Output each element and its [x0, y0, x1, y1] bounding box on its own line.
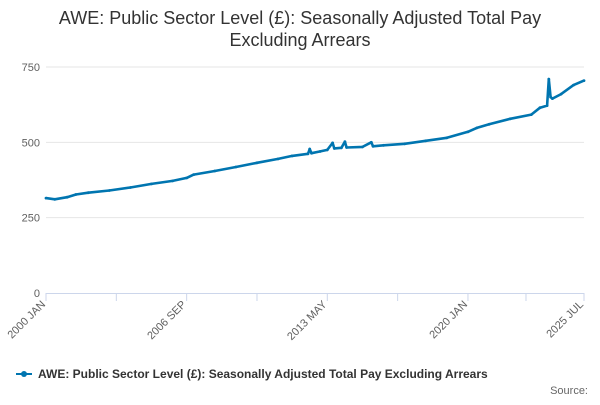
data-point[interactable] — [424, 139, 428, 143]
x-tick-label: 2013 MAY — [285, 298, 330, 343]
y-tick-label: 250 — [22, 213, 40, 225]
data-point[interactable] — [345, 146, 348, 149]
x-tick-label: 2020 JAN — [427, 299, 470, 342]
data-point[interactable] — [382, 143, 385, 147]
data-point[interactable] — [371, 144, 375, 148]
y-tick-label: 0 — [34, 288, 40, 300]
data-point[interactable] — [551, 97, 554, 100]
legend-item-label[interactable]: AWE: Public Sector Level (£): Seasonally… — [38, 367, 488, 381]
data-point[interactable] — [234, 165, 238, 169]
chart-title-line: Excluding Arrears — [229, 30, 370, 50]
chart-title: AWE: Public Sector Level (£): Seasonally… — [59, 8, 541, 50]
data-point[interactable] — [310, 151, 313, 155]
data-point[interactable] — [325, 148, 329, 152]
source-label: Source: — [550, 385, 588, 397]
data-point[interactable] — [331, 141, 334, 145]
data-point[interactable] — [53, 197, 57, 201]
data-point[interactable] — [559, 92, 563, 96]
data-point[interactable] — [213, 169, 217, 173]
data-point[interactable] — [361, 145, 364, 149]
data-point[interactable] — [306, 152, 310, 156]
x-tick-label: 2025 JUL — [544, 299, 586, 341]
chart-title-line: AWE: Public Sector Level (£): Seasonally… — [59, 8, 541, 28]
series-line[interactable] — [45, 77, 585, 201]
data-point[interactable] — [475, 126, 479, 130]
data-point[interactable] — [276, 157, 280, 161]
data-point[interactable] — [171, 179, 175, 183]
data-point[interactable] — [192, 173, 196, 177]
x-tick-label: 2006 SEP — [145, 299, 189, 343]
data-point[interactable] — [572, 83, 575, 87]
data-point[interactable] — [107, 189, 111, 192]
data-point[interactable] — [318, 150, 322, 153]
data-point[interactable] — [340, 146, 343, 150]
data-point[interactable] — [308, 147, 312, 151]
data-point[interactable] — [487, 122, 491, 126]
data-point[interactable] — [65, 195, 69, 199]
data-point[interactable] — [538, 106, 542, 110]
data-point[interactable] — [369, 140, 373, 144]
data-point[interactable] — [445, 136, 449, 140]
y-tick-label: 750 — [22, 62, 40, 74]
legend-marker — [21, 371, 27, 377]
series — [44, 77, 586, 201]
data-point[interactable] — [150, 182, 153, 186]
data-point[interactable] — [185, 176, 189, 180]
data-point[interactable] — [332, 147, 336, 150]
data-point[interactable] — [547, 77, 551, 81]
data-point[interactable] — [529, 113, 533, 116]
x-axis: 2000 JAN 2006 SEP 2013 MAY 2020 JAN 2025 JUL — [5, 293, 586, 343]
legend[interactable]: AWE: Public Sector Level (£): Seasonally… — [16, 367, 488, 381]
data-point[interactable] — [74, 193, 78, 196]
data-point[interactable] — [403, 142, 407, 146]
data-point[interactable] — [86, 191, 90, 195]
data-point[interactable] — [129, 186, 132, 189]
data-point[interactable] — [343, 140, 347, 144]
data-point[interactable] — [545, 104, 549, 107]
data-point[interactable] — [466, 130, 470, 134]
x-tick-label: 2000 JAN — [5, 299, 48, 342]
data-point[interactable] — [582, 79, 586, 82]
data-point[interactable] — [290, 154, 294, 158]
gridlines — [46, 66, 584, 219]
data-point[interactable] — [255, 161, 259, 165]
y-axis-ticks: 0 250 500 750 — [22, 62, 40, 300]
data-point[interactable] — [44, 196, 48, 200]
data-point[interactable] — [508, 117, 512, 121]
y-tick-label: 500 — [22, 137, 40, 149]
